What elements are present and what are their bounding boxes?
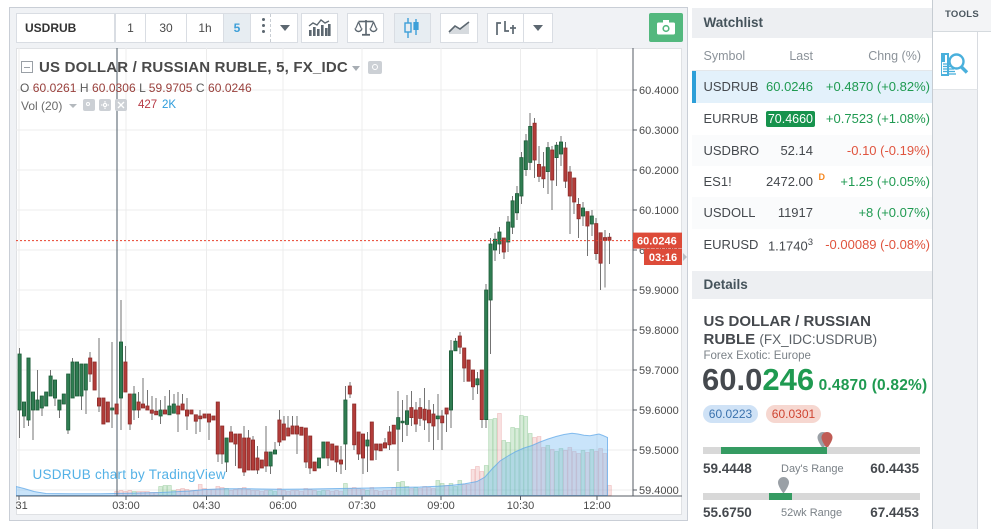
svg-text:60.2000: 60.2000 — [639, 165, 679, 177]
svg-text:60.3000: 60.3000 — [639, 125, 679, 137]
svg-text:06:00: 06:00 — [269, 500, 297, 512]
svg-text:60.4000: 60.4000 — [639, 85, 679, 97]
svg-text:59.5000: 59.5000 — [639, 445, 679, 457]
svg-text:USDRUB chart by TradingView: USDRUB chart by TradingView — [33, 467, 226, 482]
svg-text:07:30: 07:30 — [348, 500, 376, 512]
svg-text:03:00: 03:00 — [112, 500, 140, 512]
svg-text:59.9000: 59.9000 — [639, 285, 679, 297]
svg-text:09:00: 09:00 — [427, 500, 455, 512]
svg-text:03:16: 03:16 — [649, 252, 677, 264]
svg-text:31: 31 — [16, 500, 28, 512]
svg-text:59.4000: 59.4000 — [639, 485, 679, 497]
svg-text:04:30: 04:30 — [193, 500, 221, 512]
svg-text:59.6000: 59.6000 — [639, 405, 679, 417]
svg-text:12:00: 12:00 — [583, 500, 611, 512]
svg-text:59.8000: 59.8000 — [639, 325, 679, 337]
svg-text:60.1000: 60.1000 — [639, 205, 679, 217]
svg-text:60.0246: 60.0246 — [637, 236, 677, 248]
svg-text:59.7000: 59.7000 — [639, 365, 679, 377]
svg-text:10:30: 10:30 — [507, 500, 535, 512]
